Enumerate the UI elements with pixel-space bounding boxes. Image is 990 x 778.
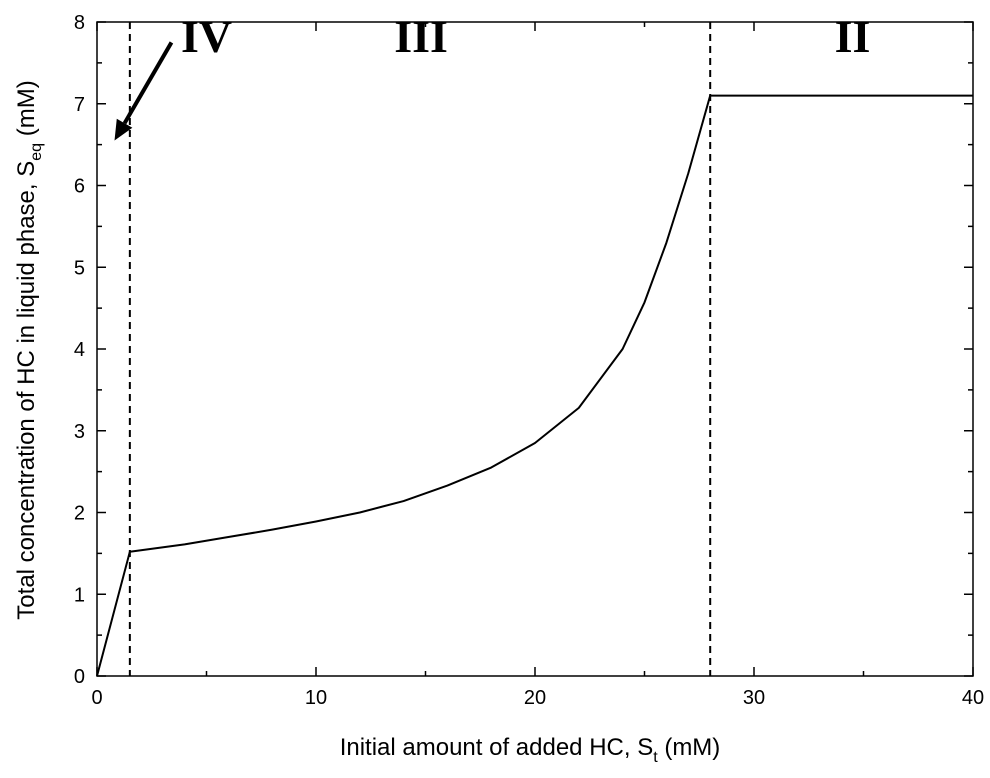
y-tick-label: 2 [74, 503, 85, 525]
annotation-arrow-shaft [122, 41, 174, 125]
annotation-arrow-head [114, 118, 133, 141]
x-tick-label: 10 [305, 687, 327, 709]
y-tick-label: 6 [74, 176, 85, 198]
region-label: IV [181, 11, 232, 62]
plot-frame [96, 21, 974, 677]
y-tick-label: 3 [74, 421, 85, 443]
y-tick-label: 1 [74, 584, 85, 606]
y-tick-label: 8 [74, 12, 85, 34]
x-axis-title-subscript: t [653, 749, 658, 766]
region-label: III [394, 11, 448, 62]
y-tick-label: 4 [74, 339, 85, 361]
x-axis-title-unit: (mM) [658, 734, 721, 761]
y-axis-title-unit: (mM) [13, 80, 40, 143]
y-axis-title-text: Total concentration of HC in liquid phas… [13, 161, 40, 620]
x-tick-label: 30 [743, 687, 765, 709]
y-axis-title-subscript: eq [28, 143, 45, 161]
y-tick-label: 0 [74, 666, 85, 688]
x-axis-title: Initial amount of added HC, St (mM) [340, 734, 721, 766]
x-axis-title-text: Initial amount of added HC, S [340, 734, 654, 761]
x-tick-label: 0 [91, 687, 102, 709]
y-tick-label: 5 [74, 257, 85, 279]
series-line [96, 94, 973, 677]
y-tick-label: 7 [74, 94, 85, 116]
region-label: II [835, 11, 871, 62]
x-tick-label: 40 [962, 687, 984, 709]
y-axis-title: Total concentration of HC in liquid phas… [13, 80, 45, 619]
x-tick-label: 20 [524, 687, 546, 709]
